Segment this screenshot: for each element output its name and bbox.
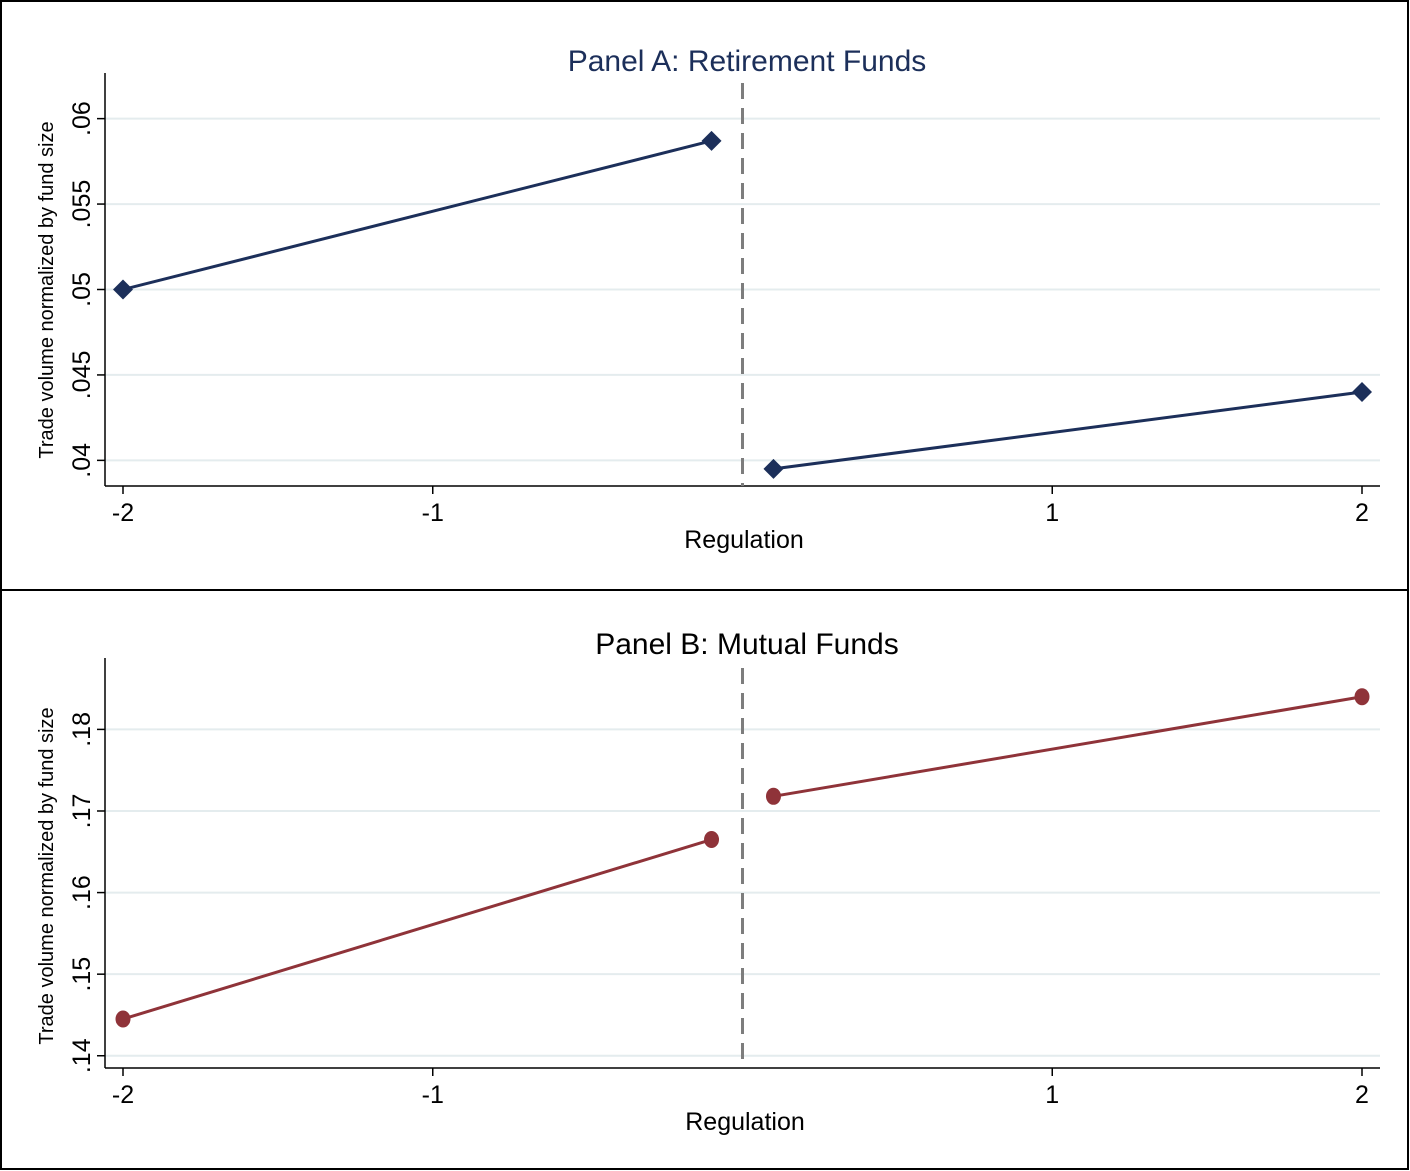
panel-b-y-tick-label: .14 (68, 1038, 96, 1073)
panel-b-data-point (704, 831, 720, 849)
panel-a-data-point (701, 130, 722, 151)
panel-b-y-tick-label: .17 (68, 794, 96, 829)
panel-a-y-tick-label: .05 (68, 272, 96, 307)
panel-a-series-line (773, 390, 1363, 471)
panel-a-x-axis-label: Regulation (684, 526, 804, 554)
panel-a-data-point (113, 279, 133, 300)
panel-a-y-axis-label: Trade volume normalized by fund size (36, 121, 58, 458)
panel-b-series-line (773, 695, 1363, 798)
panel-a-y-tick-label: .04 (68, 443, 96, 478)
panel-b-series (115, 688, 1370, 1028)
panel-b-x-tick-label: 2 (1355, 1081, 1369, 1109)
panel-b-x-tick-label: 1 (1045, 1081, 1059, 1109)
panel-b-data-point (765, 787, 781, 805)
panel-a-y-tick-label: .06 (68, 101, 96, 136)
panel-a-y-tick-label: .055 (68, 180, 96, 229)
panel-b-y-tick-label: .15 (68, 957, 96, 992)
panel-a-y-tick-label: .045 (68, 351, 96, 400)
panel-a-x-tick-label: 2 (1355, 499, 1369, 527)
panel-b-y-tick-label: .18 (68, 712, 96, 747)
panel-a: .04 .045 .05 .055 .06 -2 -1 1 2 Panel A: Retirem… (36, 45, 1380, 554)
panel-a-series (113, 130, 1372, 479)
panel-a-x-tick-label: 1 (1045, 499, 1059, 527)
panel-a-data-point (1352, 382, 1372, 403)
panel-a-data-point (763, 458, 784, 479)
panel-b: .14 .15 .16 .17 .18 -2 -1 1 2 Panel B: Mutual Fu… (36, 628, 1380, 1136)
panel-b-y-tick-label: .16 (68, 875, 96, 910)
panel-a-series-line (122, 139, 712, 291)
panel-a-frame (0, 0, 1409, 591)
panel-a-plot-area: .04 .045 .05 .055 .06 -2 -1 1 2 (68, 73, 1380, 527)
panel-a-title: Panel A: Retirement Funds (568, 45, 927, 78)
panel-a-x-tick-label: -1 (422, 499, 444, 527)
panel-a-x-tick-label: -2 (112, 499, 134, 527)
panel-b-data-point (1354, 688, 1370, 706)
panel-b-y-axis-label: Trade volume normalized by fund size (36, 707, 58, 1044)
panel-b-x-axis-label: Regulation (685, 1108, 805, 1136)
panel-b-x-tick-label: -2 (112, 1081, 134, 1109)
panel-b-x-tick-label: -1 (422, 1081, 444, 1109)
panel-b-plot-area: .14 .15 .16 .17 .18 -2 -1 1 2 (68, 658, 1380, 1109)
panel-b-title: Panel B: Mutual Funds (595, 628, 899, 661)
panel-b-frame (0, 589, 1409, 1170)
panel-b-series-line (122, 838, 712, 1021)
panel-b-data-point (115, 1010, 131, 1028)
